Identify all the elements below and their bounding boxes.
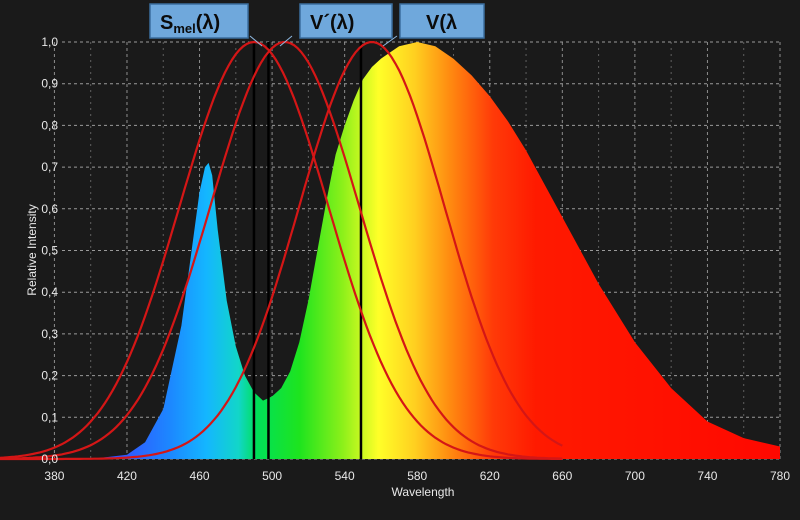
x-tick-label: 580 [407, 469, 427, 483]
smel-label-main: S [160, 12, 173, 34]
smel-connector [249, 35, 263, 47]
y-tick-label: 0,8 [41, 118, 58, 132]
smel-label-rest: (λ) [196, 12, 220, 34]
v-label-box [399, 3, 485, 39]
sensitivity-curve [0, 40, 563, 460]
smel-label-sub: mel [173, 21, 195, 36]
y-tick-label: 0,4 [41, 285, 58, 299]
spectrum-area [54, 42, 780, 459]
y-axis-label: Relative Intensity [25, 204, 39, 295]
x-tick-label: 380 [44, 469, 64, 483]
smel-label: Smel(λ) [149, 3, 249, 39]
sensitivity-curve-layer [0, 40, 563, 461]
y-tick-label: 0,6 [41, 202, 58, 216]
y-tick-label: 0,7 [41, 160, 58, 174]
x-tick-label: 660 [552, 469, 572, 483]
sensitivity-curve [0, 41, 563, 461]
smel-label-box [149, 3, 249, 39]
tick-label-layer: 0,0 0,1 0,2 0,3 0,4 0,5 0,6 0,7 0,8 0,9 1,0 380 420 4… [41, 35, 790, 483]
x-tick-label: 540 [335, 469, 355, 483]
y-tick-label: 0,0 [41, 452, 58, 466]
vprime-connector [279, 35, 293, 47]
vprime-label-text: V´(λ) [310, 12, 354, 34]
y-tick-label: 0,1 [41, 410, 58, 424]
x-tick-label: 620 [480, 469, 500, 483]
v-connector [382, 35, 398, 47]
x-axis-label: Wavelength [392, 485, 455, 499]
vprime-label: V´(λ) [299, 3, 393, 39]
y-tick-label: 0,3 [41, 327, 58, 341]
x-tick-label: 420 [117, 469, 137, 483]
v-label-text: V(λ [426, 12, 457, 34]
y-tick-label: 0,2 [41, 369, 58, 383]
x-tick-label: 740 [697, 469, 717, 483]
sensitivity-curve [0, 41, 563, 460]
y-tick-label: 0,5 [41, 244, 58, 258]
x-tick-label: 700 [625, 469, 645, 483]
smel-label-text: Smel(λ) [160, 12, 220, 36]
y-tick-label: 1,0 [41, 35, 58, 49]
x-tick-label: 460 [190, 469, 210, 483]
vprime-label-box [299, 3, 393, 39]
label-connectors [249, 35, 398, 47]
peak-marker-layer [252, 42, 363, 459]
v-label: V(λ [399, 3, 485, 39]
y-tick-label: 0,9 [41, 77, 58, 91]
spectrum-area-layer [54, 42, 780, 459]
x-tick-label: 500 [262, 469, 282, 483]
x-tick-label: 780 [770, 469, 790, 483]
